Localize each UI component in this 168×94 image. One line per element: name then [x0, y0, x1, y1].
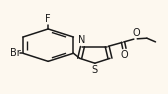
Text: N: N — [78, 35, 85, 45]
Text: O: O — [121, 50, 128, 60]
Text: O: O — [132, 28, 140, 38]
Text: S: S — [91, 65, 98, 75]
Text: F: F — [45, 14, 51, 24]
Text: Br: Br — [10, 48, 21, 58]
